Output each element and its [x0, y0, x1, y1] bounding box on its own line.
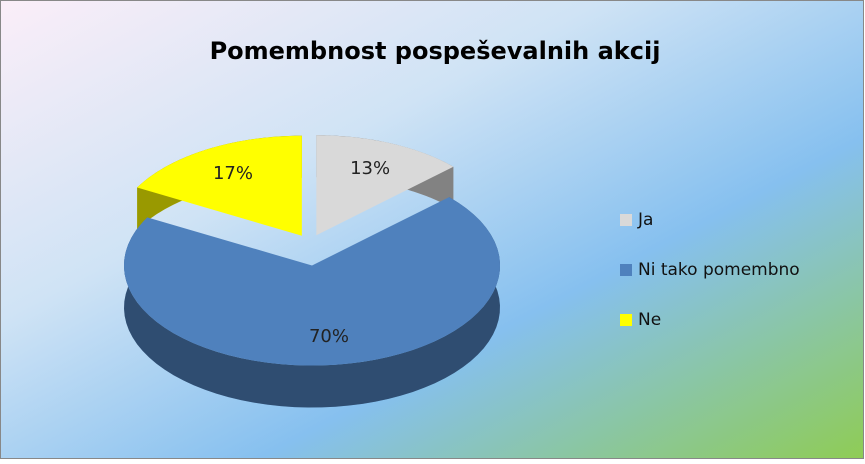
legend-label: Ni tako pomembno — [638, 260, 800, 280]
slice — [124, 197, 501, 366]
legend-swatch — [620, 264, 632, 276]
pie: 13% 70% 17% — [124, 135, 501, 408]
legend-swatch — [620, 314, 632, 326]
data-label: 70% — [309, 326, 349, 347]
data-label: 13% — [350, 158, 390, 179]
slice — [137, 135, 302, 236]
chart-title: Pomembnost pospeševalnih akcij — [210, 37, 661, 65]
legend-label: Ja — [637, 210, 653, 230]
legend-swatch — [620, 214, 632, 226]
slice-side-shade — [124, 197, 500, 408]
slice-side — [124, 197, 500, 408]
data-label: 17% — [213, 163, 253, 184]
legend-label: Ne — [638, 310, 661, 330]
slice — [316, 135, 454, 236]
legend: Ja Ni tako pomembno Ne — [620, 210, 800, 330]
